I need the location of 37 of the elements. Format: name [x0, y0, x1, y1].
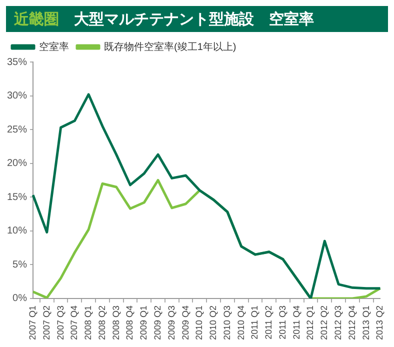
- x-tick-label: 2011 Q3: [277, 305, 288, 340]
- legend-label: 既存物件空室率(竣工1年以上): [104, 40, 236, 53]
- y-tick-label: 35%: [7, 56, 28, 68]
- y-tick-label: 15%: [7, 192, 28, 203]
- y-tick-label: 20%: [7, 158, 28, 170]
- x-tick-label: 2012 Q1: [305, 305, 316, 340]
- y-tick-label: 30%: [7, 90, 28, 102]
- legend-label: 空室率: [39, 40, 69, 53]
- x-tick-label: 2007 Q4: [69, 305, 80, 340]
- x-tick-label: 2009 Q4: [180, 305, 190, 340]
- chart-title: 近畿圏 大型マルチテナント型施設 空室率: [6, 6, 388, 32]
- y-tick-label: 10%: [7, 226, 28, 237]
- x-tick-label: 2012 Q3: [333, 305, 344, 340]
- y-tick-label: 0%: [12, 293, 28, 304]
- x-tick-label: 2012 Q2: [319, 305, 330, 340]
- x-tick-label: 2007 Q1: [28, 305, 38, 340]
- y-tick-label: 25%: [7, 124, 28, 136]
- x-tick-label: 2011 Q1: [250, 305, 260, 340]
- x-tick-label: 2009 Q1: [138, 305, 149, 340]
- x-tick-label: 2010 Q3: [222, 305, 232, 340]
- x-tick-label: 2010 Q4: [236, 305, 246, 340]
- x-tick-label: 2008 Q2: [96, 305, 107, 340]
- x-tick-label: 2013 Q2: [374, 305, 385, 340]
- x-tick-label: 2008 Q4: [124, 305, 135, 340]
- y-tick-label: 5%: [12, 259, 28, 270]
- x-tick-label: 2007 Q2: [41, 305, 52, 340]
- x-tick-label: 2009 Q3: [166, 305, 176, 340]
- x-tick-label: 2008 Q1: [83, 305, 94, 340]
- x-tick-label: 2008 Q3: [110, 305, 121, 340]
- x-tick-label: 2011 Q4: [291, 305, 302, 340]
- x-tick-label: 2013 Q1: [360, 305, 371, 340]
- x-tick-label: 2012 Q4: [346, 305, 357, 340]
- x-tick-label: 2007 Q3: [55, 305, 66, 340]
- x-tick-label: 2010 Q2: [208, 305, 218, 340]
- x-tick-label: 2009 Q2: [152, 305, 162, 340]
- x-tick-label: 2011 Q2: [264, 305, 274, 340]
- x-tick-label: 2010 Q1: [194, 305, 204, 340]
